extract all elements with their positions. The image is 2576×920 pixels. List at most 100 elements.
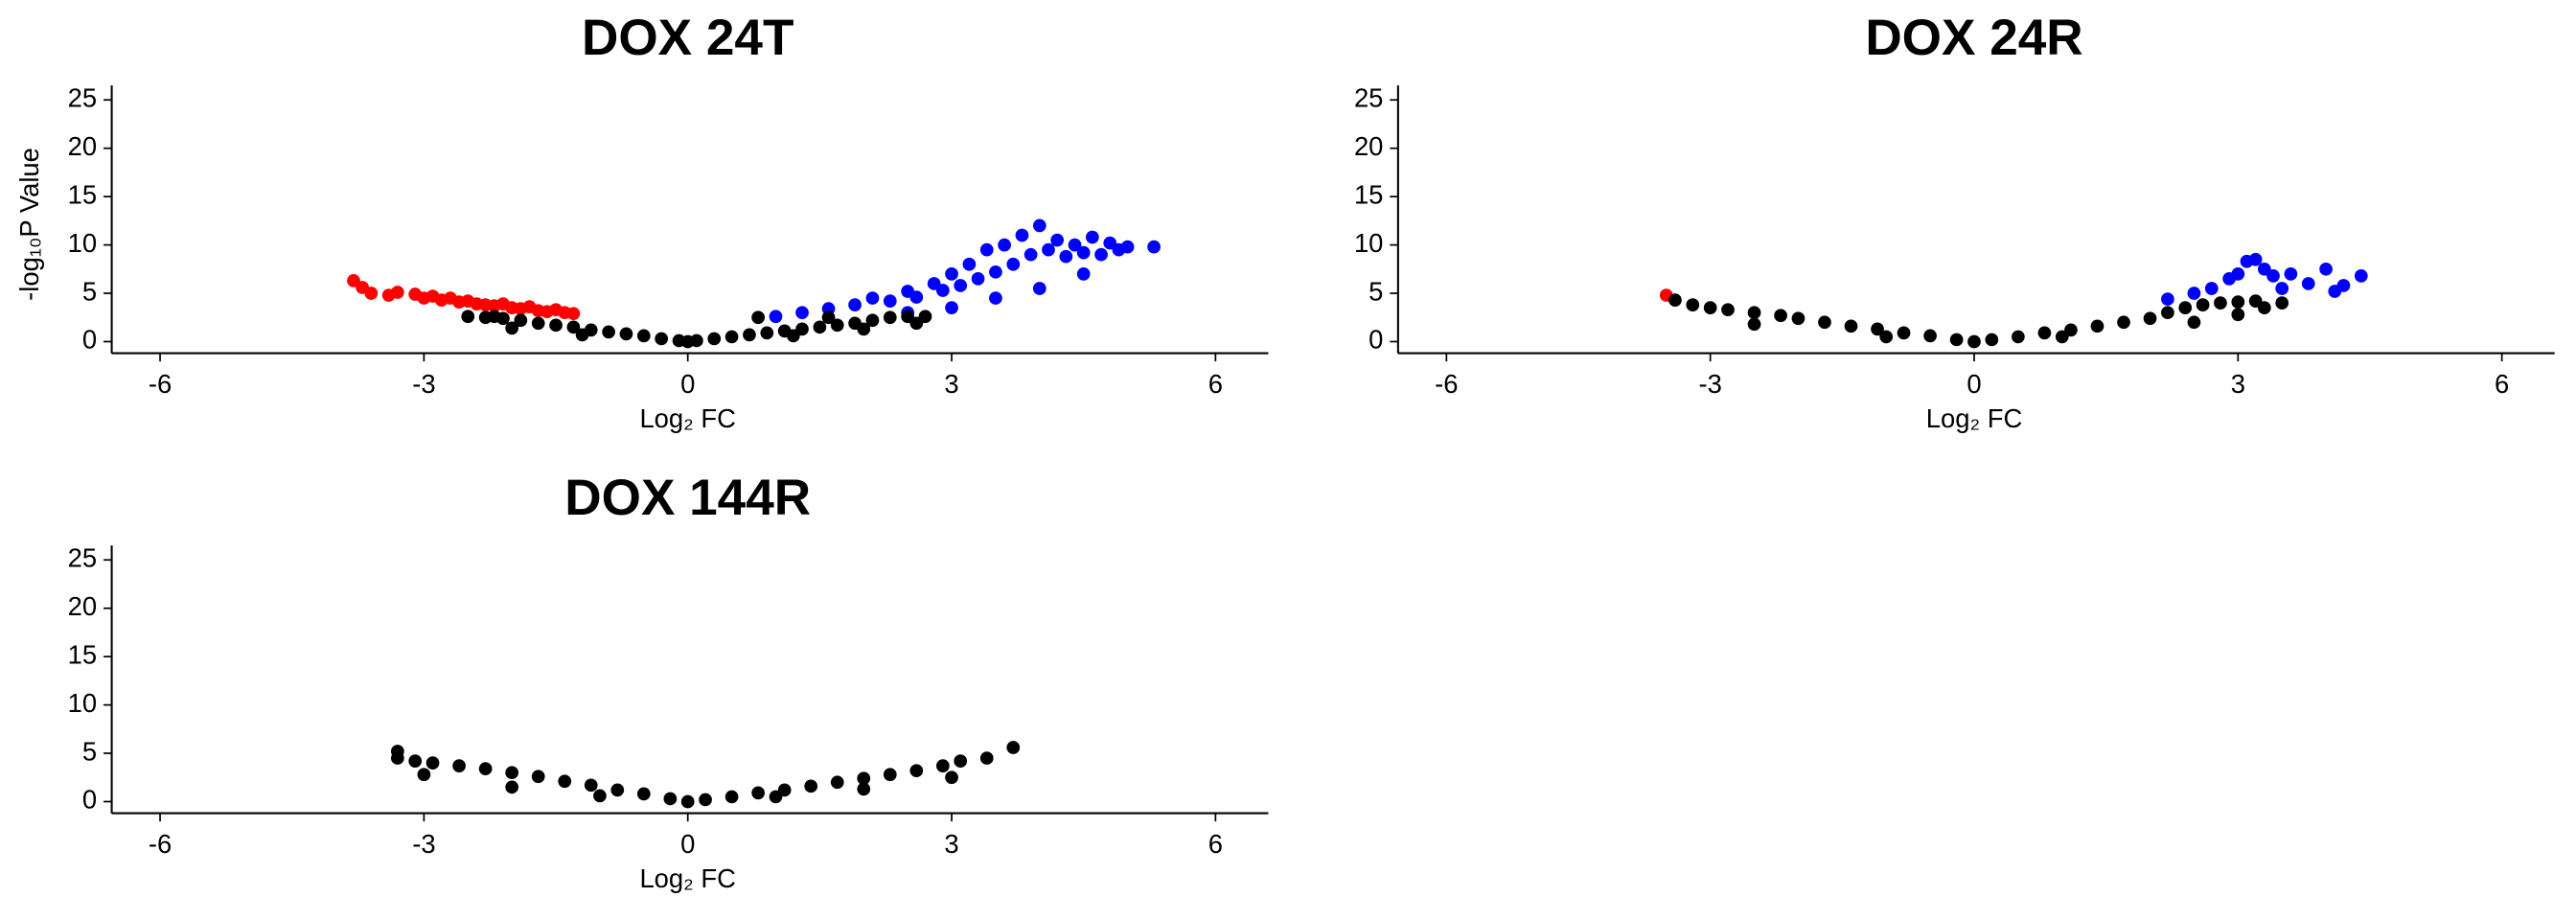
point	[478, 762, 493, 776]
point	[364, 287, 379, 300]
y-tick-label: 15	[1354, 179, 1383, 209]
y-tick-label: 25	[1354, 83, 1383, 113]
point	[2143, 311, 2157, 326]
point	[1032, 218, 1046, 233]
chart-title: DOX 24T	[582, 10, 794, 66]
point	[979, 242, 994, 257]
point	[1844, 319, 1858, 334]
point	[1747, 306, 1761, 320]
point	[1006, 741, 1021, 754]
point	[724, 330, 739, 344]
point	[865, 291, 880, 305]
point	[1897, 326, 1911, 340]
point	[575, 328, 589, 342]
point	[971, 272, 985, 286]
point	[945, 301, 958, 315]
x-tick-label: 0	[680, 369, 695, 399]
y-tick-label: 20	[68, 131, 97, 161]
point	[558, 774, 572, 789]
point	[1923, 329, 1937, 343]
point	[2214, 296, 2227, 310]
point	[830, 318, 844, 333]
point	[655, 332, 669, 346]
point	[962, 257, 977, 271]
y-tick-label: 5	[1368, 276, 1383, 306]
point	[2319, 262, 2333, 276]
x-tick-label: 6	[1208, 829, 1223, 859]
point	[390, 751, 404, 765]
point	[2090, 319, 2104, 334]
y-tick-label: 0	[82, 325, 97, 355]
point	[2196, 298, 2210, 311]
chart-title: DOX 144R	[564, 470, 811, 526]
y-tick-label: 25	[68, 543, 97, 573]
point	[883, 768, 897, 782]
point	[452, 759, 466, 772]
point	[1774, 309, 1787, 323]
y-tick-label: 5	[82, 276, 97, 306]
point	[935, 759, 950, 772]
point	[1006, 257, 1021, 271]
x-tick-label: -6	[1435, 369, 1458, 399]
point	[2248, 252, 2263, 266]
point	[1050, 233, 1065, 247]
point	[2117, 315, 2130, 330]
point	[1791, 311, 1806, 326]
point	[690, 334, 703, 348]
point	[1120, 240, 1135, 254]
point	[769, 790, 783, 804]
point	[2284, 266, 2298, 281]
point	[1147, 240, 1161, 254]
point	[989, 264, 1002, 279]
point	[2231, 295, 2245, 309]
point	[909, 764, 924, 778]
point	[1042, 242, 1055, 257]
point	[663, 792, 678, 806]
point	[1059, 249, 1073, 264]
point	[769, 310, 783, 324]
point	[1949, 333, 1964, 347]
point	[707, 332, 722, 346]
x-axis-label: Log₂ FC	[639, 863, 736, 893]
point	[830, 775, 844, 790]
point	[909, 290, 924, 304]
point	[979, 751, 994, 765]
point	[584, 778, 598, 793]
point	[2328, 285, 2342, 298]
point	[636, 787, 651, 801]
point	[680, 794, 695, 809]
point	[2055, 330, 2069, 344]
x-tick-label: 3	[2231, 369, 2245, 399]
y-axis-label: -log₁₀P Value	[14, 148, 44, 301]
point	[1024, 247, 1038, 262]
x-tick-label: -6	[149, 369, 172, 399]
point	[505, 766, 519, 780]
point	[2012, 330, 2025, 344]
y-tick-label: 20	[1354, 131, 1383, 161]
x-tick-label: -6	[149, 829, 172, 859]
point	[743, 328, 756, 342]
point	[945, 266, 958, 281]
y-tick-label: 0	[1368, 325, 1383, 355]
point	[2187, 315, 2201, 330]
point	[857, 771, 871, 786]
point	[1686, 298, 1700, 311]
point	[935, 284, 950, 297]
point	[945, 770, 958, 785]
point	[602, 325, 615, 339]
point	[2231, 308, 2245, 322]
point	[795, 306, 809, 320]
x-tick-label: 0	[680, 829, 695, 859]
y-tick-label: 0	[82, 785, 97, 815]
y-tick-label: 15	[68, 179, 97, 209]
point	[1985, 333, 1999, 347]
panel: DOX 144R 0 5 10 15 20 25 -6 -3 0 3 6 Log₂ FC	[68, 470, 1269, 893]
point	[514, 313, 528, 328]
point	[865, 313, 880, 328]
point	[1818, 315, 1831, 330]
point	[2275, 282, 2289, 295]
point	[883, 294, 897, 308]
point	[724, 790, 739, 804]
point	[1747, 317, 1761, 332]
